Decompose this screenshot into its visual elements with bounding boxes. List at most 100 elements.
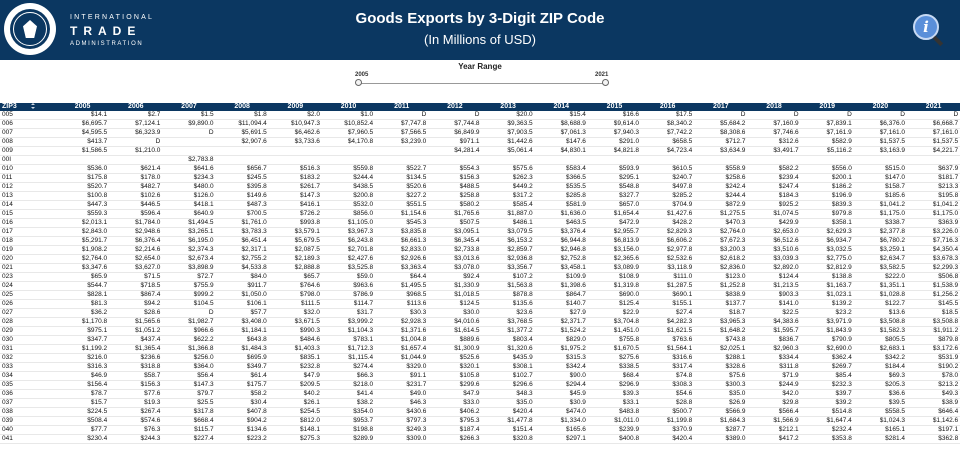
export-value-cell bbox=[109, 155, 163, 165]
column-header-year[interactable]: 2017 bbox=[694, 103, 748, 111]
export-value-cell: $828.1 bbox=[56, 290, 110, 300]
export-value-cell: $10,947.3 bbox=[268, 119, 322, 129]
export-value-cell: $904.2 bbox=[215, 416, 269, 426]
export-value-cell: $7,160.9 bbox=[747, 119, 801, 129]
export-value-cell: $39.2 bbox=[800, 398, 854, 408]
export-value-cell: $2,427.6 bbox=[321, 254, 376, 264]
export-value-cell: $320.8 bbox=[481, 434, 535, 444]
export-value-cell: $165.6 bbox=[534, 425, 588, 435]
zip3-cell: 013 bbox=[0, 191, 56, 201]
export-value-cell: $7,747.8 bbox=[375, 119, 429, 129]
table-row: 020 $2,764.0 $2,654.0 $2,673.4 $2,755.2 $2,18… bbox=[0, 254, 960, 264]
slider-end-handle[interactable] bbox=[602, 79, 609, 86]
export-value-cell: $7,061.3 bbox=[534, 128, 588, 138]
slider-start-handle[interactable] bbox=[355, 79, 362, 86]
export-value-cell: $281.4 bbox=[853, 434, 907, 444]
export-value-cell: $3,200.3 bbox=[694, 245, 748, 255]
export-value-cell: $1,761.0 bbox=[215, 218, 269, 228]
column-header-year[interactable]: 2012 bbox=[428, 103, 482, 111]
export-value-cell: $5,061.4 bbox=[481, 146, 535, 156]
export-value-cell: $197.1 bbox=[907, 425, 960, 435]
export-value-cell: $2,214.6 bbox=[109, 245, 163, 255]
export-value-cell: $155.1 bbox=[641, 299, 695, 309]
export-value-cell: $6,243.8 bbox=[321, 236, 376, 246]
column-header-zip3[interactable]: ZIP3 bbox=[0, 103, 56, 111]
export-value-cell: $1,287.5 bbox=[641, 281, 695, 291]
slider-track[interactable] bbox=[358, 83, 605, 84]
export-value-cell: $3,363.4 bbox=[375, 263, 429, 273]
export-value-cell: $33.1 bbox=[587, 398, 642, 408]
export-value-cell: $429.9 bbox=[747, 218, 801, 228]
export-value-cell: $407.8 bbox=[215, 407, 269, 417]
export-value-cell: $240.7 bbox=[641, 173, 695, 183]
export-value-cell: $3,967.3 bbox=[321, 227, 376, 237]
export-value-cell: $213.3 bbox=[907, 182, 960, 192]
export-value-cell: $575.6 bbox=[481, 164, 535, 174]
export-value-cell: $40.2 bbox=[268, 389, 322, 399]
export-value-cell: $5,679.5 bbox=[268, 236, 322, 246]
export-value-cell: $15.4 bbox=[534, 111, 588, 120]
column-header-year[interactable]: 2005 bbox=[56, 103, 110, 111]
zip3-cell: 021 bbox=[0, 263, 56, 273]
export-value-cell: $3,671.5 bbox=[268, 317, 322, 327]
export-value-cell: $3,079.5 bbox=[481, 227, 535, 237]
column-header-year[interactable]: 2019 bbox=[800, 103, 854, 111]
column-header-year[interactable]: 2021 bbox=[907, 103, 960, 111]
export-value-cell: $342.4 bbox=[534, 362, 588, 372]
table-row: 016 $2,013.1 $1,784.0 $1,494.5 $1,761.0 $993.… bbox=[0, 218, 960, 228]
column-header-year[interactable]: 2016 bbox=[641, 103, 695, 111]
export-value-cell: $3,678.3 bbox=[907, 254, 960, 264]
export-value-cell: $317.2 bbox=[481, 191, 535, 201]
export-value-cell: $1,050.0 bbox=[215, 290, 269, 300]
export-value-cell: $3,783.3 bbox=[215, 227, 269, 237]
column-header-year[interactable]: 2015 bbox=[587, 103, 642, 111]
export-value-cell: $622.2 bbox=[162, 335, 216, 345]
column-header-year[interactable]: 2014 bbox=[534, 103, 588, 111]
export-value-cell: D bbox=[907, 111, 960, 120]
export-value-cell: D bbox=[375, 111, 429, 120]
export-value-cell: $7,161.0 bbox=[853, 128, 907, 138]
export-value-cell: $657.0 bbox=[587, 200, 642, 210]
info-button[interactable]: i bbox=[913, 14, 944, 47]
export-value-cell: $835.1 bbox=[268, 353, 322, 363]
export-value-cell: $13.6 bbox=[853, 308, 907, 318]
export-value-cell: $318.8 bbox=[109, 362, 163, 372]
export-value-cell: $641.6 bbox=[162, 164, 216, 174]
column-header-year[interactable]: 2006 bbox=[109, 103, 163, 111]
slider-end-label: 2021 bbox=[595, 72, 609, 78]
column-header-year[interactable]: 2007 bbox=[162, 103, 216, 111]
table-row: 006 $6,695.7 $7,124.1 $9,890.0 $11,094.4 $10,… bbox=[0, 119, 960, 129]
column-header-year[interactable]: 2008 bbox=[215, 103, 269, 111]
export-value-cell: $200.1 bbox=[800, 173, 854, 183]
export-value-cell: $334.4 bbox=[747, 353, 801, 363]
export-value-cell: $418.1 bbox=[162, 200, 216, 210]
column-header-year[interactable]: 2013 bbox=[481, 103, 535, 111]
org-line-1: INTERNATIONAL bbox=[70, 14, 155, 21]
export-value-cell: $1,621.5 bbox=[641, 326, 695, 336]
table-row: 034 $46.9 $58.7 $56.4 $61.4 $47.9 $66.3 $91.1 $1… bbox=[0, 371, 960, 381]
table-row: 029 $975.1 $1,051.2 $966.6 $1,184.1 $990.3 $1,… bbox=[0, 326, 960, 336]
export-value-cell: $261.7 bbox=[268, 182, 322, 192]
sort-icon[interactable] bbox=[30, 103, 35, 110]
export-value-cell: $71.5 bbox=[109, 272, 163, 282]
export-value-cell: $227.4 bbox=[162, 434, 216, 444]
zip3-cell: 025 bbox=[0, 290, 56, 300]
export-value-cell: $1,041.2 bbox=[853, 200, 907, 210]
export-value-cell: $6,323.9 bbox=[109, 128, 163, 138]
export-value-cell: $224.5 bbox=[56, 407, 110, 417]
export-value-cell: $803.4 bbox=[481, 335, 535, 345]
export-value-cell: $71.9 bbox=[747, 371, 801, 381]
column-header-year[interactable]: 2010 bbox=[321, 103, 376, 111]
export-value-cell: $3,999.2 bbox=[321, 317, 376, 327]
export-value-cell: $94.2 bbox=[109, 299, 163, 309]
column-header-year[interactable]: 2011 bbox=[375, 103, 429, 111]
export-value-cell: $2,783.8 bbox=[162, 155, 216, 165]
export-value-cell: $23.6 bbox=[481, 308, 535, 318]
export-value-cell: $2,683.1 bbox=[853, 344, 907, 354]
column-header-year[interactable]: 2018 bbox=[747, 103, 801, 111]
export-value-cell: $1,495.5 bbox=[375, 281, 429, 291]
column-header-year[interactable]: 2020 bbox=[853, 103, 907, 111]
export-value-cell: $1,670.5 bbox=[587, 344, 642, 354]
column-header-year[interactable]: 2009 bbox=[268, 103, 322, 111]
export-value-cell: $39.3 bbox=[587, 389, 642, 399]
